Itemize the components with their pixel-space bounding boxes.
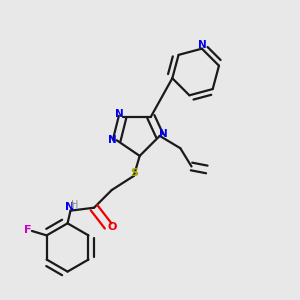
Text: N: N <box>160 128 168 139</box>
Text: O: O <box>107 222 116 232</box>
Text: N: N <box>198 40 207 50</box>
Text: H: H <box>71 200 78 210</box>
Text: N: N <box>108 135 117 145</box>
Text: N: N <box>115 109 124 119</box>
Text: S: S <box>130 168 138 178</box>
Text: F: F <box>24 225 32 236</box>
Text: N: N <box>65 202 74 212</box>
